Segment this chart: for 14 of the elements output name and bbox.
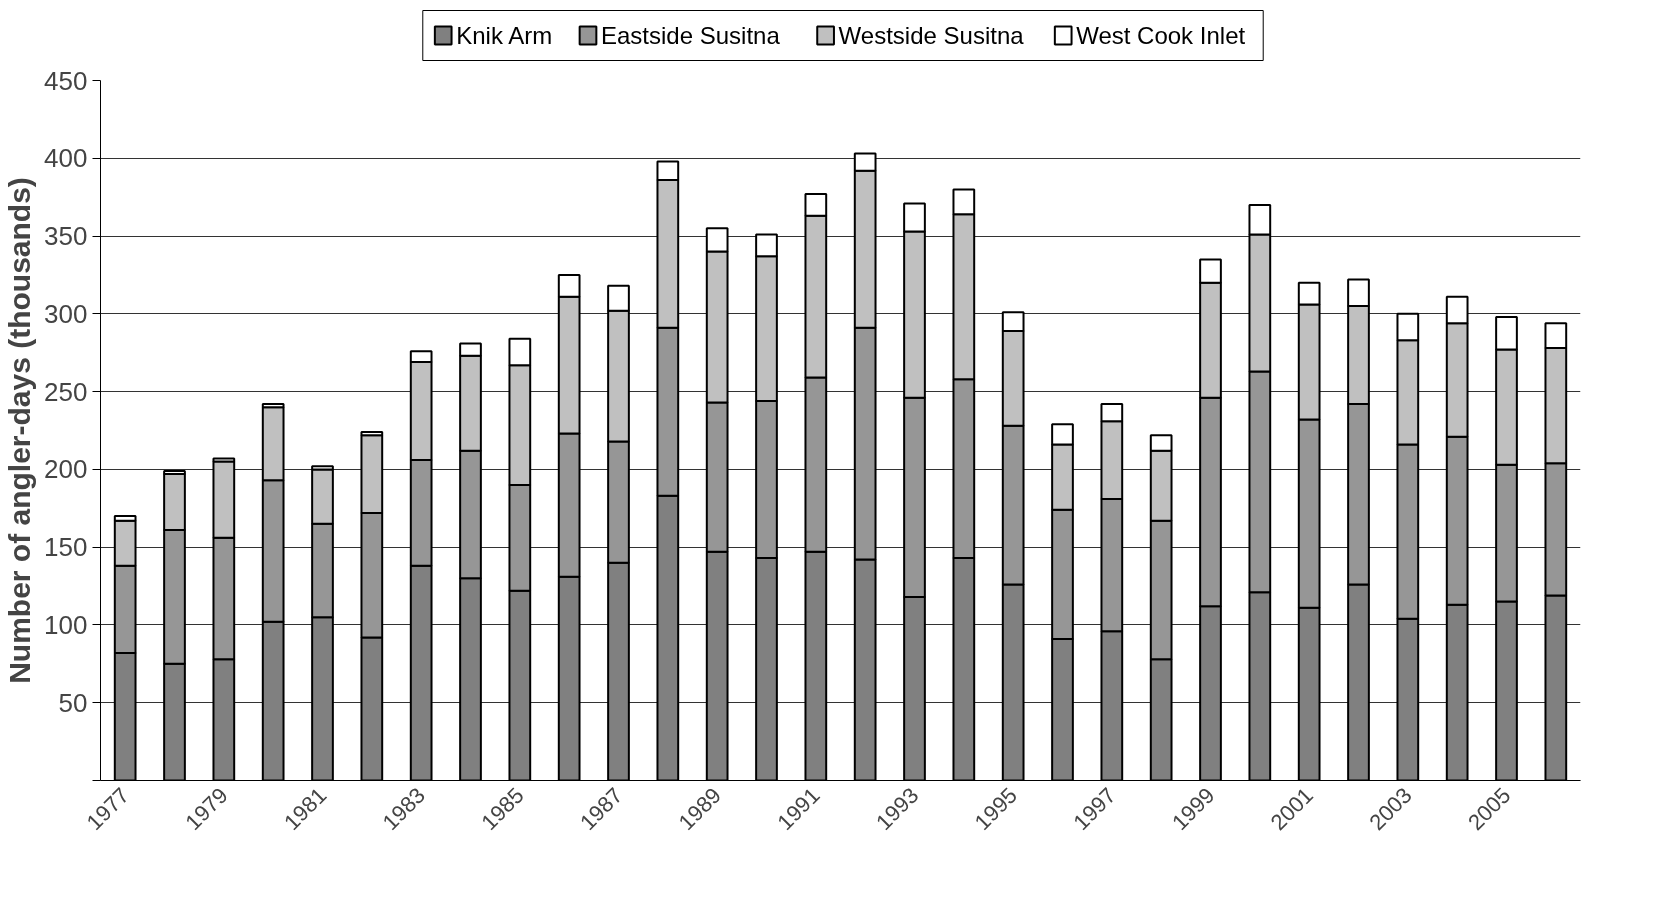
y-tick-label: 200: [44, 454, 88, 485]
legend-label: Eastside Susitna: [600, 22, 781, 49]
legend-label: Knik Arm: [456, 22, 553, 49]
y-tick-label: 400: [44, 143, 88, 174]
y-tick-label: 150: [44, 532, 88, 563]
y-tick-label: 350: [44, 221, 88, 252]
y-tick-label: 250: [44, 376, 88, 407]
legend-label: West Cook Inlet: [1076, 22, 1246, 49]
y-tick-label: 100: [44, 609, 88, 640]
y-tick-label: 50: [58, 687, 88, 718]
y-tick-label: 450: [44, 65, 88, 96]
y-axis-title: Number of angler-days (thousands): [3, 177, 37, 684]
y-tick-label: 300: [44, 298, 88, 329]
legend-label: Westside Susitna: [838, 22, 1025, 49]
